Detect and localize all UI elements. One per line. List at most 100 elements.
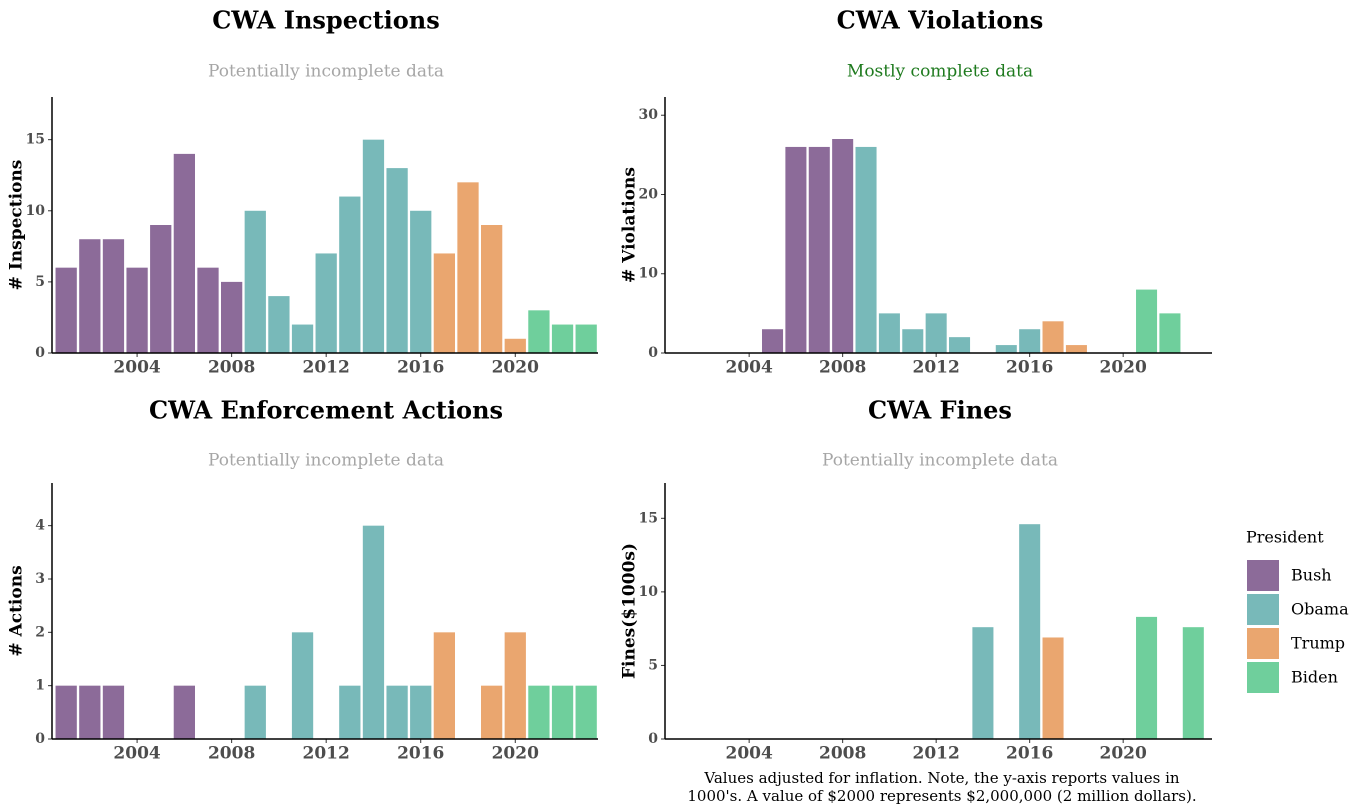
bar [457,182,479,353]
bar [386,685,408,739]
bar [150,225,172,353]
bar [362,525,385,739]
bar [1136,289,1158,353]
x-tick-label: 2008 [819,744,866,764]
bar [1159,313,1181,353]
y-tick-label: 0 [35,345,45,361]
bar [126,267,148,353]
note: Values adjusted for inflation. Note, the… [703,769,1180,787]
bar [55,267,77,353]
bar [528,310,550,353]
x-tick-label: 2004 [113,744,160,764]
bar [995,345,1017,353]
y-axis-label: # Inspections [7,160,27,291]
y-tick-label: 4 [35,518,45,534]
bar [79,685,101,739]
x-tick-label: 2020 [492,744,539,764]
bar [55,685,77,739]
x-tick-label: 2016 [397,744,444,764]
bar [291,632,314,739]
x-tick-label: 2020 [492,358,539,378]
bar [410,685,432,739]
chart-title: CWA Fines [868,396,1012,425]
x-tick-label: 2004 [113,358,160,378]
bar [386,168,408,353]
bar [878,313,900,353]
y-tick-label: 10 [26,203,46,219]
bar [504,632,526,739]
bar [433,632,455,739]
x-tick-label: 2016 [1006,358,1053,378]
bar [1019,329,1041,353]
legend-label: Trump [1291,634,1345,653]
bar [315,253,337,353]
y-tick-label: 0 [648,345,658,361]
x-tick-label: 2008 [208,358,255,378]
x-tick-label: 2016 [397,358,444,378]
bar [102,239,125,353]
chart-title: CWA Inspections [212,6,440,35]
legend-swatch [1247,662,1279,693]
legend-swatch [1247,628,1279,659]
x-tick-label: 2004 [725,744,772,764]
bar [1042,321,1064,353]
x-tick-label: 2008 [819,358,866,378]
bar [575,324,597,353]
bar [1136,616,1158,739]
chart-subtitle: Potentially incomplete data [208,451,444,471]
x-tick-label: 2016 [1006,744,1053,764]
x-tick-label: 2004 [725,358,772,378]
bar [481,685,503,739]
legend-swatch [1247,594,1279,625]
chart-title: CWA Enforcement Actions [149,396,503,425]
y-tick-label: 5 [648,657,658,673]
y-tick-label: 30 [639,107,659,123]
bar [339,196,361,353]
bar [410,210,432,353]
y-tick-label: 3 [35,571,45,587]
y-tick-label: 5 [35,274,45,290]
bar [221,281,243,353]
bar [1065,345,1087,353]
bar [1042,637,1064,739]
chart-subtitle: Mostly complete data [847,62,1033,82]
legend-label: Bush [1291,566,1332,585]
bar [481,225,503,353]
bar [433,253,455,353]
y-tick-label: 15 [26,132,45,148]
y-axis-label: # Violations [620,167,640,283]
x-tick-label: 2012 [912,358,959,378]
bar [551,324,574,353]
bar [173,685,195,739]
bar [902,329,924,353]
y-tick-label: 1 [35,678,45,694]
bar [832,139,854,353]
bar [79,239,101,353]
x-tick-label: 2008 [208,744,255,764]
chart-subtitle: Potentially incomplete data [208,62,444,82]
bar [949,337,971,353]
bar [197,267,219,353]
bar [1019,524,1041,739]
y-tick-label: 2 [35,624,45,640]
y-tick-label: 20 [639,186,659,202]
bar [244,210,266,353]
legend-swatch [1247,560,1279,591]
x-tick-label: 2020 [1100,744,1147,764]
bar [362,139,385,353]
bar [291,324,314,353]
y-tick-label: 10 [639,266,659,282]
bar [785,146,807,353]
legend-label: Biden [1291,668,1338,687]
x-tick-label: 2012 [912,744,959,764]
bar [972,627,994,739]
bar [551,685,574,739]
y-tick-label: 10 [639,584,659,600]
bar [528,685,550,739]
bar [855,146,877,353]
chart-title: CWA Violations [837,6,1044,35]
note: 1000's. A value of $2000 represents $2,0… [687,787,1196,805]
chart-subtitle: Potentially incomplete data [822,451,1058,471]
legend-title: President [1246,528,1324,547]
bar [575,685,597,739]
